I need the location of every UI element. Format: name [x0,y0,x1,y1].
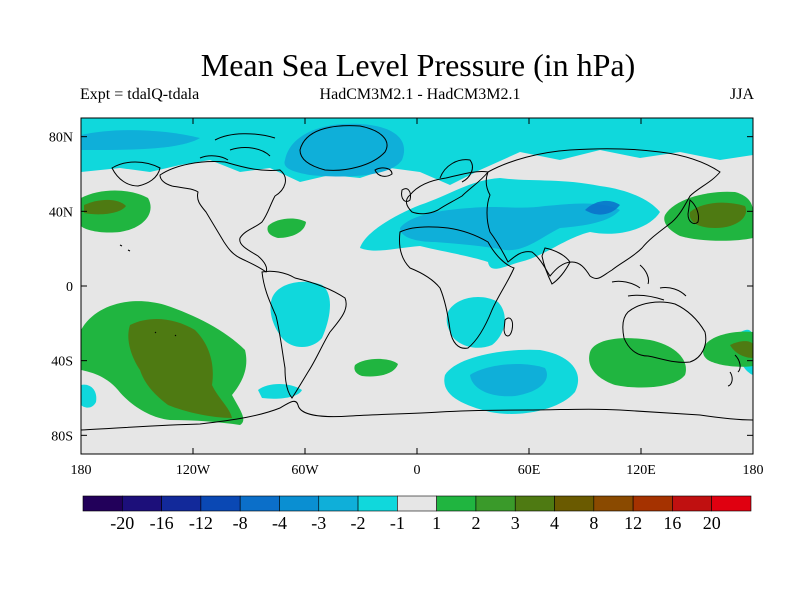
colorbar-swatch [200,495,241,512]
coastlines [81,125,753,431]
colorbar-label: -8 [233,513,248,533]
coast-indonesia [611,264,687,301]
pressure-field [81,118,753,431]
lon-label: 180 [743,463,764,478]
colorbar: -20 -16 -12 -8 -4 -3 -2 -1 1 2 3 4 8 12 16 20 [82,495,752,533]
coast-north-america [159,161,286,273]
colorbar-label: 2 [471,513,480,533]
colorbar-swatch [82,495,123,512]
coast-uk [401,188,411,203]
colorbar-swatch [121,495,162,512]
central-asia-negative-core [585,200,620,215]
middle-east-negative-core [400,203,620,251]
colorbar-swatch [397,495,437,512]
colorbar-label: 4 [550,513,559,533]
australia-south-positive-region [589,338,686,388]
colorbar-label: -3 [311,513,326,533]
colorbar-swatch [161,495,202,512]
south-atlantic-positive-region [354,358,398,377]
lat-label: 0 [66,280,73,295]
colorbar-label: 8 [589,513,598,533]
coast-scandinavia [439,159,473,183]
lat-label: 40S [51,355,73,370]
colorbar-label: 1 [432,513,441,533]
colorbar-swatch [436,495,477,512]
dateline-negative-region [81,384,97,408]
lon-label: 0 [414,463,421,478]
coast-arctic-islands [199,133,276,161]
colorbar-label: -2 [351,513,366,533]
south-pacific-positive-core [128,318,232,418]
lat-label: 80N [49,131,73,146]
model-label: HadCM3M2.1 - HadCM3M2.1 [319,86,521,103]
colorbar-swatch [554,495,595,512]
east-australia-positive-region [703,331,753,367]
colorbar-label: 12 [624,513,642,533]
drake-passage-negative-region [258,384,302,399]
indian-ocean-negative-core [470,364,547,397]
lon-label: 60W [291,463,319,478]
east-australia-positive-core [730,341,753,358]
south-africa-negative-region [446,297,505,348]
north-atlantic-negative-region [81,130,200,150]
south-america-negative-region [270,281,330,347]
coast-australia [622,301,707,363]
coast-new-zealand [727,354,741,387]
lon-label: 120E [626,463,656,478]
greenland-negative-region [284,123,405,177]
coast-japan [687,199,699,225]
colorbar-swatch [711,495,752,512]
colorbar-swatch [318,495,359,512]
north-pacific-positive-core [84,199,126,215]
lat-label: 80S [51,429,73,444]
coast-asia [485,148,721,279]
colorbar-swatch [239,495,280,512]
colorbar-label: 16 [663,513,681,533]
season-label: JJA [729,86,754,103]
colorbar-label: 20 [703,513,721,533]
lon-label: 120W [176,463,211,478]
lon-label: 180 [71,463,92,478]
colorbar-label: -16 [150,513,174,533]
lat-label: 40N [49,205,73,220]
colorbar-label: -4 [272,513,287,533]
lon-label: 60E [518,463,541,478]
coast-south-america [261,270,347,399]
page-title: Mean Sea Level Pressure (in hPa) [200,47,636,83]
colorbar-swatch [514,495,555,512]
colorbar-swatch [475,495,516,512]
colorbar-label: -12 [189,513,213,533]
coast-antarctica [81,400,753,431]
coast-alaska [111,161,161,187]
coast-iceland [374,167,393,177]
coast-pacific-islands [119,244,177,337]
west-pacific-positive-core [689,202,747,228]
colorbar-swatch [593,495,634,512]
colorbar-swatch [357,495,398,512]
experiment-label: Expt = tdalQ-tdala [80,86,200,103]
colorbar-swatch [279,495,320,512]
colorbar-swatch [632,495,673,512]
colorbar-swatch [672,495,713,512]
coast-madagascar [503,317,513,337]
colorbar-label: 3 [511,513,520,533]
coast-africa [399,226,515,349]
coast-europe [405,171,489,215]
coast-india [541,247,571,285]
coast-greenland [299,125,388,171]
colorbar-label: -1 [390,513,405,533]
colorbar-label: -20 [110,513,134,533]
axes: 80N 40N 0 40S 80S 180 120W 60W 0 60E 120E 180 [49,118,764,478]
gulf-positive-region [267,218,306,238]
